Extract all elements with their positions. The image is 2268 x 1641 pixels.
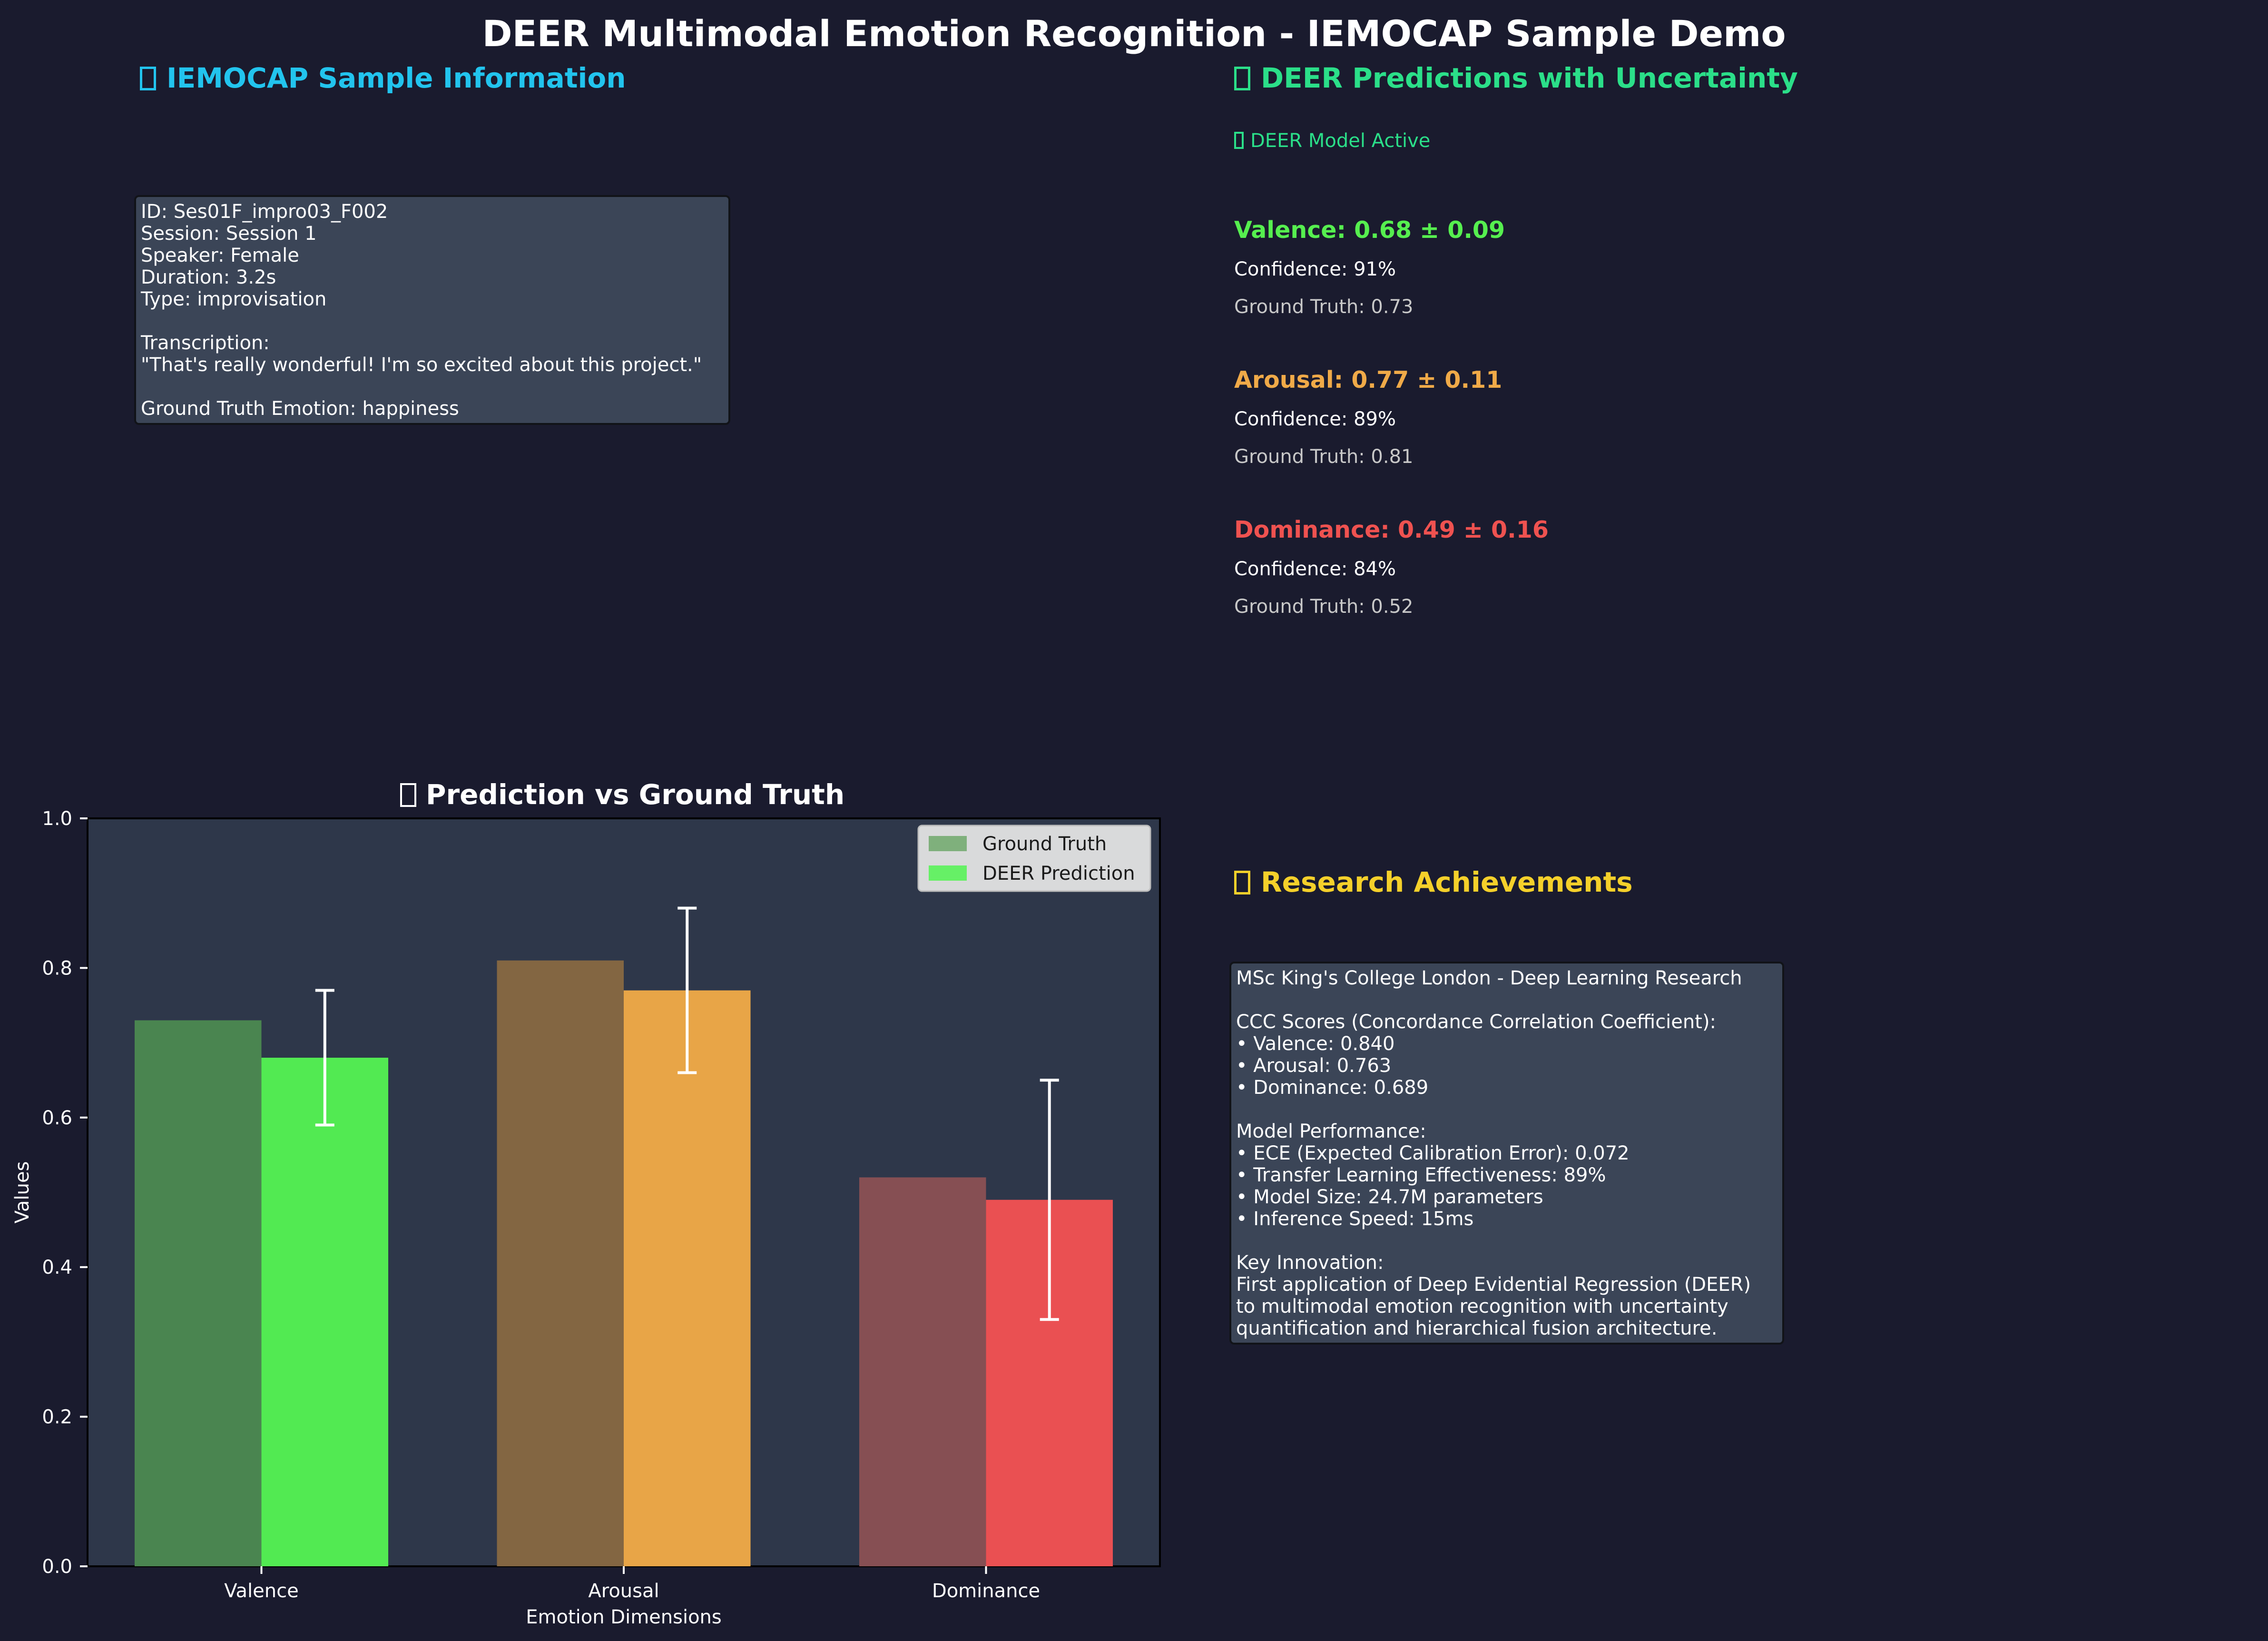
- model-status-text: DEER Model Active: [1250, 130, 1431, 152]
- y-tick-label: 0.8: [42, 957, 72, 979]
- y-axis-label: Values: [11, 1161, 33, 1224]
- sample-info-box: ID: Ses01F_impro03_F002 Session: Session…: [134, 195, 730, 425]
- sample-info-heading: IEMOCAP Sample Information: [140, 62, 626, 94]
- chart-title-icon: [400, 783, 416, 807]
- x-tick-label: Arousal: [588, 1580, 659, 1602]
- x-tick-label: Valence: [224, 1580, 298, 1602]
- y-tick-label: 0.2: [42, 1406, 72, 1428]
- x-axis-label: Emotion Dimensions: [526, 1606, 722, 1628]
- legend-label: DEER Prediction: [982, 863, 1135, 884]
- legend-label: Ground Truth: [982, 833, 1107, 855]
- ground-truth-bar-valence: [134, 1020, 262, 1566]
- sample-info-heading-text: IEMOCAP Sample Information: [167, 62, 626, 94]
- legend-swatch-1: [929, 865, 967, 881]
- prediction-bar-valence: [261, 1058, 389, 1566]
- trophy-icon: [1234, 871, 1250, 894]
- valence-ground-truth: Ground Truth: 0.73: [1234, 296, 1414, 318]
- dominance-prediction: Dominance: 0.49 ± 0.16: [1234, 516, 1549, 543]
- y-tick-label: 0.4: [42, 1257, 72, 1278]
- valence-confidence: Confidence: 91%: [1234, 258, 1396, 280]
- arousal-confidence: Confidence: 89%: [1234, 408, 1396, 430]
- arousal-prediction: Arousal: 0.77 ± 0.11: [1234, 366, 1502, 393]
- research-box: MSc King's College London - Deep Learnin…: [1229, 962, 1784, 1345]
- y-tick-label: 1.0: [42, 808, 72, 830]
- ground-truth-bar-arousal: [497, 960, 624, 1566]
- x-tick-label: Dominance: [932, 1580, 1040, 1602]
- dominance-confidence: Confidence: 84%: [1234, 558, 1396, 580]
- ground-truth-bar-dominance: [859, 1177, 986, 1566]
- status-icon: [1234, 132, 1244, 149]
- valence-prediction: Valence: 0.68 ± 0.09: [1234, 216, 1505, 244]
- research-heading: Research Achievements: [1234, 866, 1633, 898]
- chart-legend: [917, 825, 1151, 892]
- model-status: DEER Model Active: [1234, 130, 1430, 152]
- page-title: DEER Multimodal Emotion Recognition - IE…: [482, 12, 1786, 55]
- research-heading-text: Research Achievements: [1261, 866, 1633, 898]
- info-icon: [140, 67, 156, 90]
- predictions-heading: DEER Predictions with Uncertainty: [1234, 62, 1798, 94]
- legend-swatch-0: [929, 836, 967, 851]
- arousal-ground-truth: Ground Truth: 0.81: [1234, 446, 1414, 468]
- prediction-bar-arousal: [624, 990, 751, 1566]
- chart-title: Prediction vs Ground Truth: [426, 778, 844, 811]
- y-tick-label: 0.6: [42, 1107, 72, 1129]
- y-tick-label: 0.0: [42, 1556, 72, 1578]
- target-icon: [1234, 67, 1250, 90]
- predictions-heading-text: DEER Predictions with Uncertainty: [1261, 62, 1798, 94]
- dominance-ground-truth: Ground Truth: 0.52: [1234, 596, 1414, 618]
